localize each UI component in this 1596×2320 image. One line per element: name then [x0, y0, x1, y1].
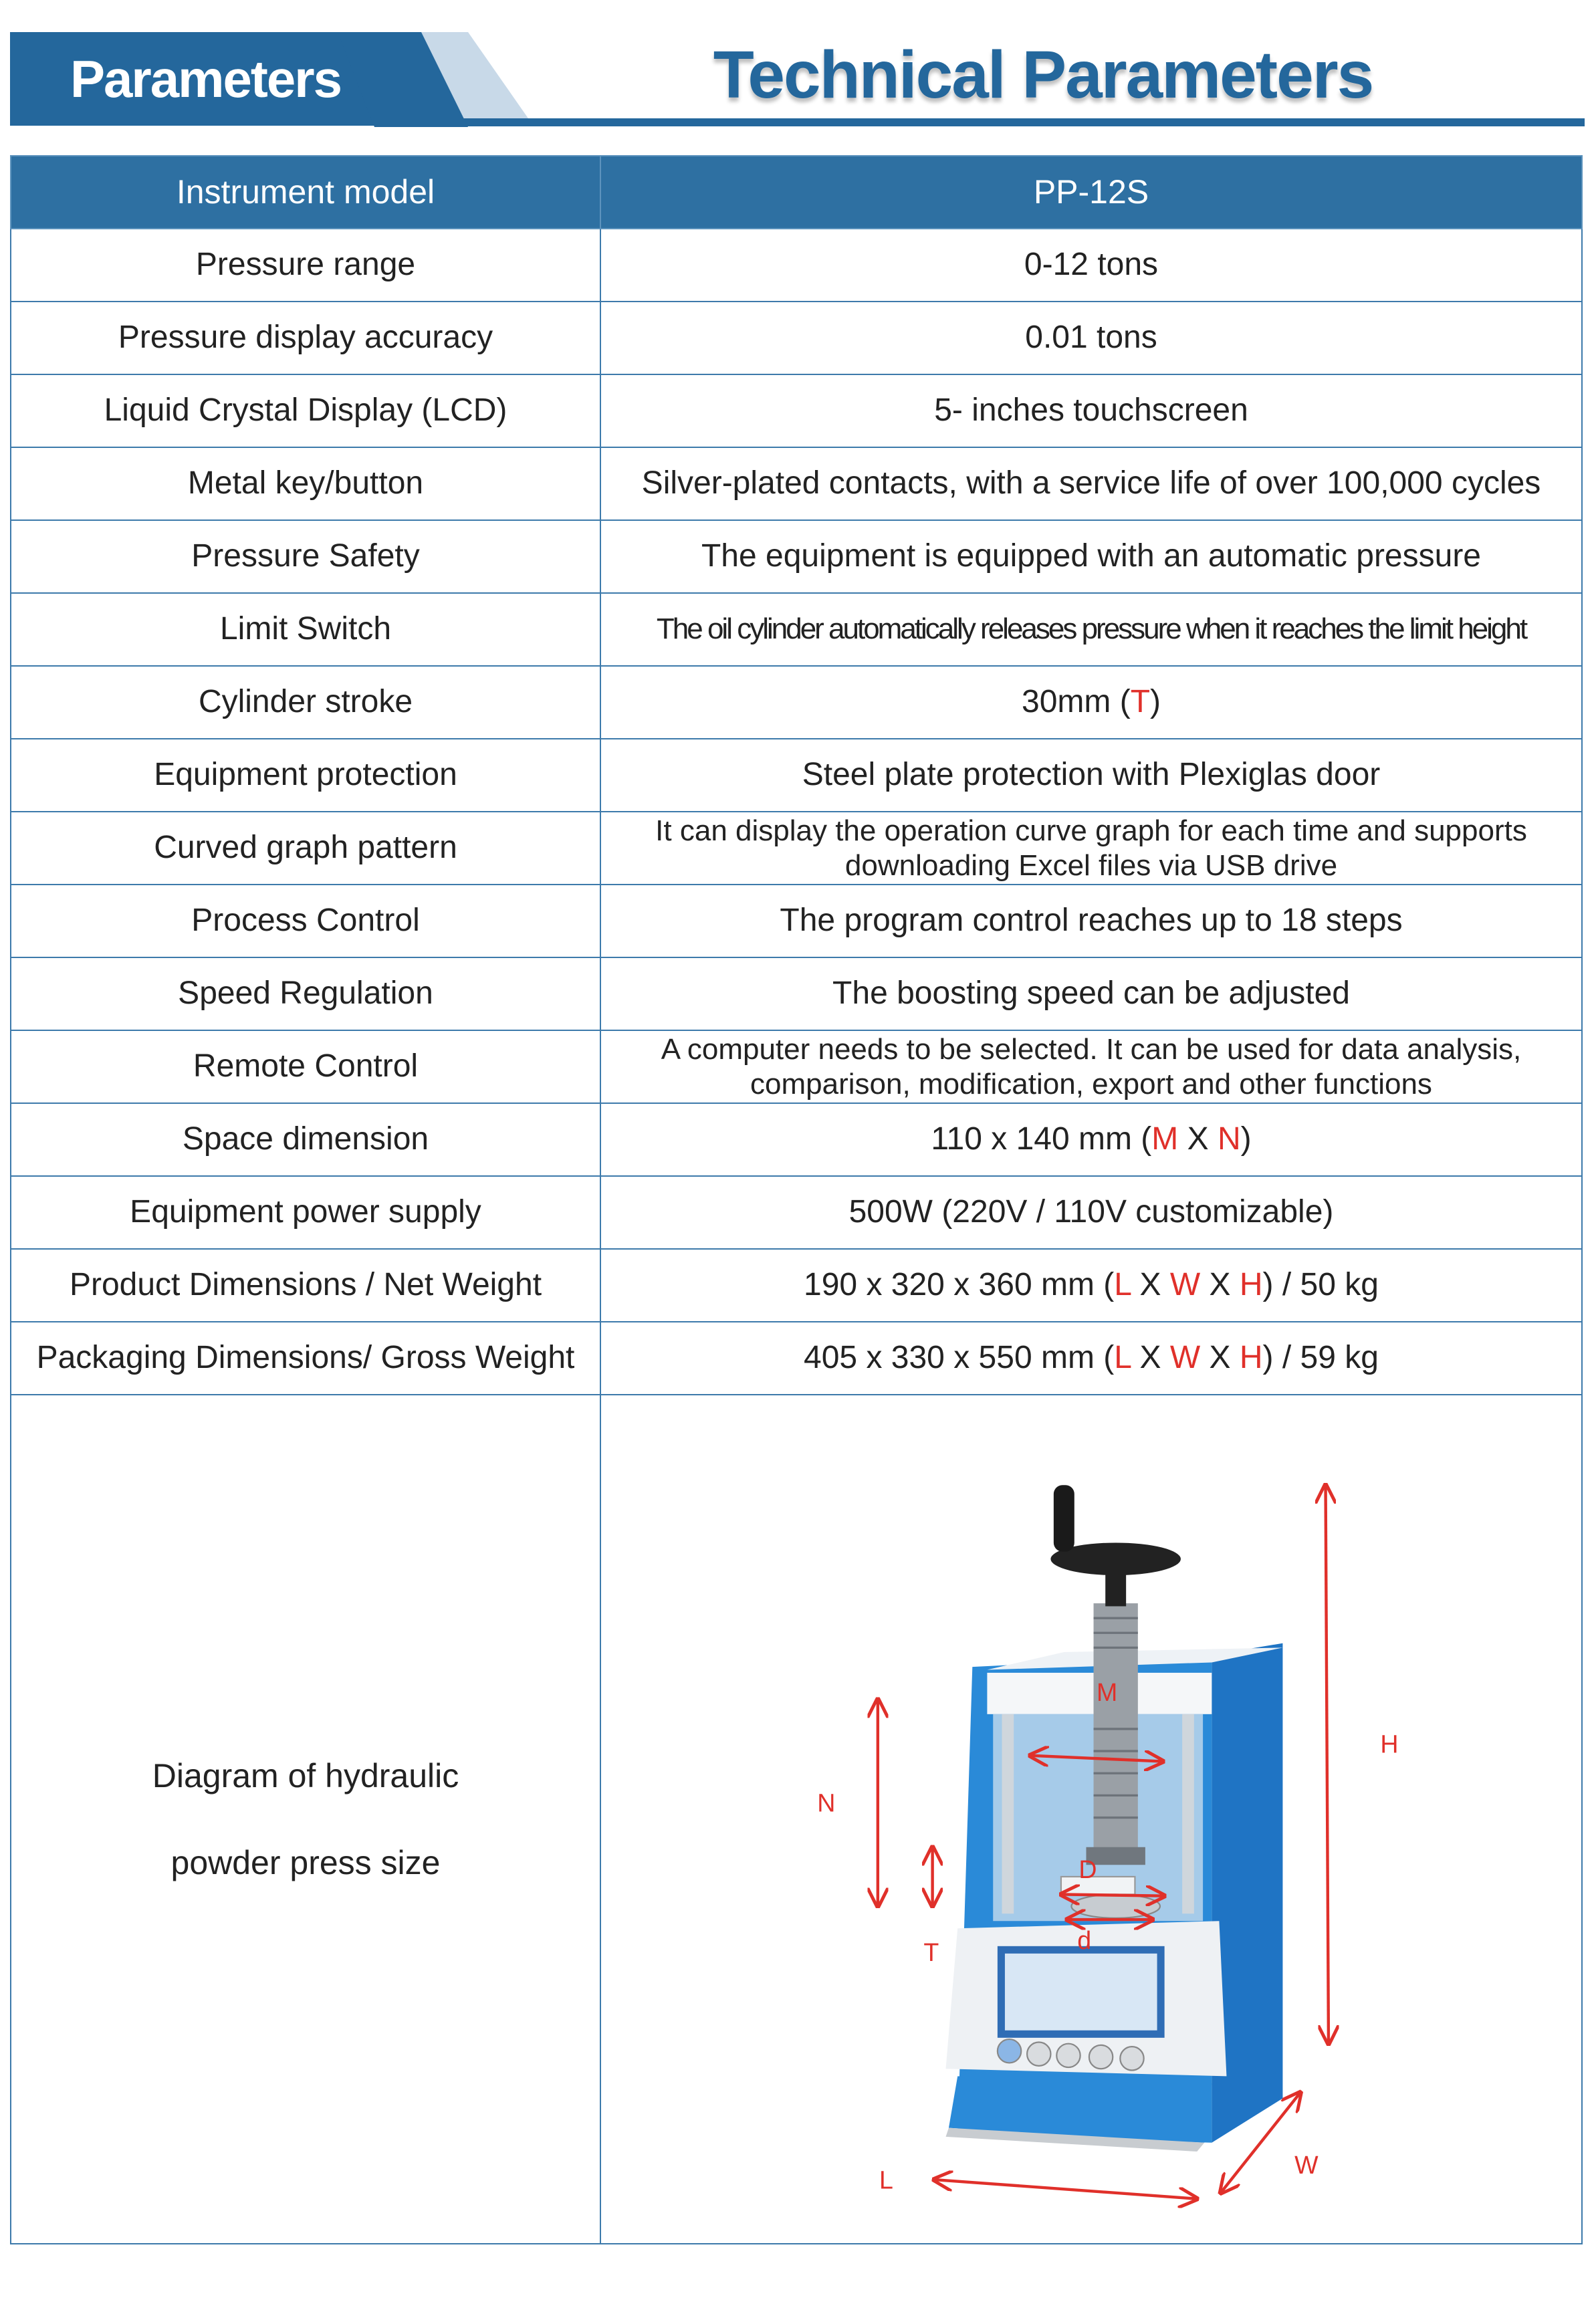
- parameter-value: 190 x 320 x 360 mm (L X W X H) / 50 kg: [600, 1248, 1583, 1322]
- parameter-value: 0.01 tons: [600, 301, 1583, 375]
- value-text: It can display the operation curve graph…: [655, 814, 1527, 882]
- table-row: Pressure display accuracy 0.01 tons: [10, 301, 1583, 375]
- value-text: 0.01 tons: [1025, 320, 1157, 356]
- parameter-value: It can display the operation curve graph…: [600, 811, 1583, 885]
- diagram-label-line2: powder press size: [170, 1844, 441, 1881]
- table-header-row: Instrument model PP-12S: [10, 155, 1583, 229]
- parameter-value: The equipment is equipped with an automa…: [600, 519, 1583, 594]
- value-text: The equipment is equipped with an automa…: [701, 538, 1481, 574]
- parameter-label: Product Dimensions / Net Weight: [10, 1248, 601, 1322]
- value-text: ) / 50 kg: [1262, 1267, 1379, 1303]
- diagram-label: Diagram of hydraulic powder press size: [10, 1394, 601, 2244]
- header-decoration: [338, 32, 528, 127]
- parameters-table: Instrument model PP-12S Pressure range 0-…: [10, 155, 1583, 2244]
- parameter-label: Pressure display accuracy: [10, 301, 601, 375]
- parameter-label: Pressure range: [10, 228, 601, 302]
- value-text: 190 x 320 x 360 mm (: [804, 1267, 1115, 1303]
- parameter-label: Remote Control: [10, 1030, 601, 1104]
- value-text: A computer needs to be selected. It can …: [661, 1032, 1522, 1100]
- parameter-label: Packaging Dimensions/ Gross Weight: [10, 1321, 601, 1395]
- table-row: Process Control The program control reach…: [10, 884, 1583, 958]
- header-underline: [438, 118, 1585, 126]
- value-text: Silver-plated contacts, with a service l…: [641, 465, 1541, 501]
- parameter-value: 500W (220V / 110V customizable): [600, 1175, 1583, 1250]
- parameter-value: 405 x 330 x 550 mm (L X W X H) / 59 kg: [600, 1321, 1583, 1395]
- diagram-row: Diagram of hydraulic powder press size: [10, 1394, 1583, 2244]
- value-text: ): [1240, 1121, 1252, 1157]
- parameter-label: Metal key/button: [10, 447, 601, 521]
- parameter-value: The boosting speed can be adjusted: [600, 957, 1583, 1031]
- table-row: Pressure range 0-12 tons: [10, 228, 1583, 302]
- parameter-label: Speed Regulation: [10, 957, 601, 1031]
- parameter-value: 30mm (T): [600, 665, 1583, 739]
- parameter-label: Equipment power supply: [10, 1175, 601, 1250]
- dimension-reference: M: [1151, 1121, 1179, 1157]
- dimension-reference: H: [1239, 1340, 1263, 1376]
- value-text: X: [1131, 1267, 1170, 1303]
- value-text: 405 x 330 x 550 mm (: [804, 1340, 1115, 1376]
- value-text: The oil cylinder automatically releases …: [656, 612, 1528, 646]
- table-row: Curved graph pattern It can display the o…: [10, 811, 1583, 885]
- table-row: Limit Switch The oil cylinder automatical…: [10, 592, 1583, 667]
- parameter-value: 110 x 140 mm (M X N): [600, 1103, 1583, 1177]
- parameter-value: Steel plate protection with Plexiglas do…: [600, 738, 1583, 812]
- dimension-reference: H: [1239, 1267, 1263, 1303]
- header-label-cell: Instrument model: [10, 155, 601, 229]
- dimension-reference: L: [1114, 1267, 1131, 1303]
- parameter-value: The oil cylinder automatically releases …: [600, 592, 1583, 667]
- table-row: Product Dimensions / Net Weight 190 x 320…: [10, 1248, 1583, 1322]
- dimension-reference: N: [1217, 1121, 1241, 1157]
- table-row: Liquid Crystal Display (LCD) 5- inches to…: [10, 374, 1583, 448]
- page-title: Technical Parameters: [713, 37, 1374, 112]
- table-row: Metal key/button Silver-plated contacts, …: [10, 447, 1583, 521]
- header-tab-label: Parameters: [70, 49, 342, 108]
- value-text: 500W (220V / 110V customizable): [848, 1194, 1334, 1230]
- value-text: X: [1131, 1340, 1170, 1376]
- table-row: Packaging Dimensions/ Gross Weight 405 x …: [10, 1321, 1583, 1395]
- dimension-reference: L: [1114, 1340, 1131, 1376]
- parameter-value: The program control reaches up to 18 ste…: [600, 884, 1583, 958]
- parameter-label: Curved graph pattern: [10, 811, 601, 885]
- parameter-value: 5- inches touchscreen: [600, 374, 1583, 448]
- parameter-label: Process Control: [10, 884, 601, 958]
- dimension-reference: W: [1169, 1340, 1201, 1376]
- parameter-label: Space dimension: [10, 1103, 601, 1177]
- parameter-label: Equipment protection: [10, 738, 601, 812]
- parameter-label: Limit Switch: [10, 592, 601, 667]
- value-text: 0-12 tons: [1024, 247, 1159, 283]
- dimension-reference: W: [1169, 1267, 1201, 1303]
- table-row: Speed Regulation The boosting speed can b…: [10, 957, 1583, 1031]
- dimension-reference: T: [1130, 684, 1151, 720]
- value-text: Steel plate protection with Plexiglas do…: [802, 757, 1381, 793]
- value-text: ): [1150, 684, 1161, 720]
- table-row: Pressure Safety The equipment is equipped…: [10, 519, 1583, 594]
- table-row: Remote Control A computer needs to be sel…: [10, 1030, 1583, 1104]
- header-value-cell: PP-12S: [600, 155, 1583, 229]
- value-text: 110 x 140 mm (: [931, 1121, 1152, 1157]
- parameter-label: Pressure Safety: [10, 519, 601, 594]
- value-text: 5- inches touchscreen: [934, 392, 1248, 429]
- value-text: The program control reaches up to 18 ste…: [780, 903, 1403, 939]
- value-text: 30mm (: [1022, 684, 1131, 720]
- value-text: X: [1200, 1340, 1240, 1376]
- diagram-image-cell: [600, 1394, 1583, 2244]
- table-row: Equipment power supply 500W (220V / 110V …: [10, 1175, 1583, 1250]
- diagram-label-line1: Diagram of hydraulic: [152, 1757, 459, 1794]
- value-text: ) / 59 kg: [1262, 1340, 1379, 1376]
- parameter-value: 0-12 tons: [600, 228, 1583, 302]
- parameter-value: Silver-plated contacts, with a service l…: [600, 447, 1583, 521]
- value-text: X: [1178, 1121, 1218, 1157]
- parameter-label: Cylinder stroke: [10, 665, 601, 739]
- value-text: X: [1200, 1267, 1240, 1303]
- table-row: Space dimension 110 x 140 mm (M X N): [10, 1103, 1583, 1177]
- parameter-value: A computer needs to be selected. It can …: [600, 1030, 1583, 1104]
- table-row: Cylinder stroke 30mm (T): [10, 665, 1583, 739]
- parameter-label: Liquid Crystal Display (LCD): [10, 374, 601, 448]
- table-row: Equipment protection Steel plate protecti…: [10, 738, 1583, 812]
- value-text: The boosting speed can be adjusted: [832, 975, 1350, 1012]
